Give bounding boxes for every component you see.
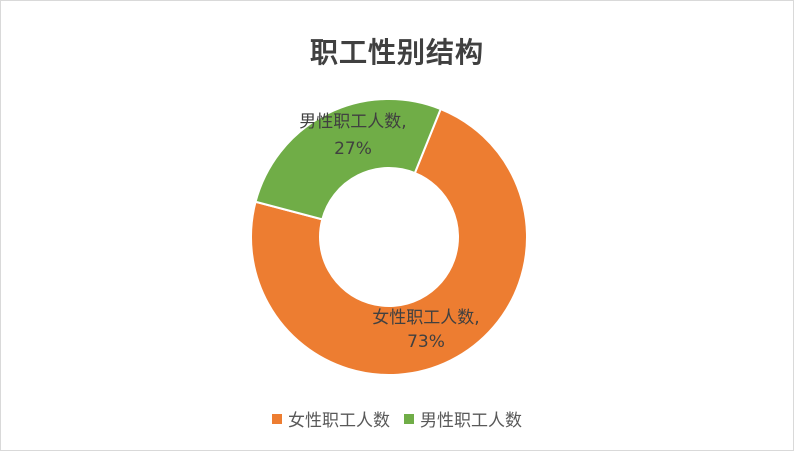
legend-label-male: 男性职工人数 — [420, 411, 522, 431]
data-label-value-male: 27% — [334, 139, 372, 159]
data-label-value-female: 73% — [407, 332, 445, 352]
legend-item-female: 女性职工人数 — [272, 406, 390, 431]
legend-item-male: 男性职工人数 — [404, 406, 522, 431]
legend-swatch-male — [404, 413, 414, 424]
legend-swatch-female — [272, 413, 282, 424]
chart-title: 职工性别结构 — [309, 36, 484, 69]
slice-female — [250, 107, 528, 376]
legend: 女性职工人数 男性职工人数 — [1, 406, 793, 431]
slice-male — [254, 98, 442, 221]
data-label-name-female: 女性职工人数, — [372, 308, 479, 328]
legend-label-female: 女性职工人数 — [288, 411, 390, 431]
data-label-name-male: 男性职工人数, — [299, 112, 406, 132]
